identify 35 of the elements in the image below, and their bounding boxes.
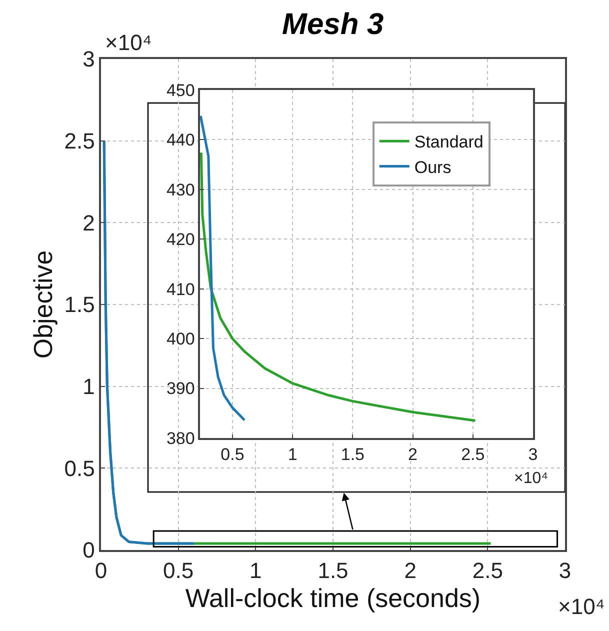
x-tick-label: 3 (528, 445, 538, 464)
x-tick-label: 1.5 (340, 445, 364, 464)
y-tick-label: 2.5 (64, 128, 95, 154)
x-tick-label: 2.5 (461, 445, 485, 464)
y-tick-label: 1.5 (64, 292, 95, 318)
legend-label: Standard (414, 132, 484, 152)
y-tick-label: 410 (166, 280, 195, 299)
y-tick-label: 380 (166, 428, 195, 448)
y-tick-label: 0 (82, 538, 95, 563)
line-series (200, 114, 246, 422)
y-tick-label: 420 (166, 230, 195, 250)
x-tick-label: 1 (288, 445, 298, 464)
x-axis-title: Wall-clock time (seconds) (185, 583, 481, 614)
y-tick-label: 450 (166, 80, 195, 100)
text: ×10⁴ (558, 594, 605, 619)
annotation: ×10⁴ (514, 470, 548, 487)
y-tick-label: 440 (166, 130, 195, 150)
x-tick-label: 1 (250, 558, 262, 584)
y-axis-title: Objective (28, 250, 58, 359)
chart-title: Mesh 3 (282, 8, 384, 41)
y-tick-label: 400 (166, 330, 195, 349)
x-tick-label: 2.5 (472, 558, 503, 584)
y-tick-label: 2 (82, 210, 95, 236)
y-tick-label: 430 (166, 180, 195, 200)
x-tick-label: 1.5 (318, 558, 348, 584)
y-tick-label: 390 (166, 379, 195, 398)
x-tick-label: 2 (404, 558, 416, 584)
legend-label: Ours (414, 158, 452, 177)
line-series (200, 151, 477, 422)
x-tick-label: 3 (558, 558, 572, 584)
text: ×10⁴ (105, 30, 152, 55)
x-tick-label: 0.5 (220, 445, 244, 464)
y-tick-label: 3 (82, 46, 95, 72)
x-tick-label: 2 (408, 445, 418, 464)
y-tick-label: 1 (82, 374, 95, 400)
